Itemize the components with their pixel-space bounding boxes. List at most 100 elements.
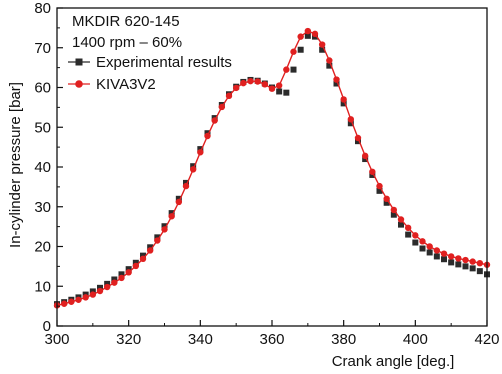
kiva-point: [204, 132, 211, 140]
kiva-point: [369, 168, 376, 175]
experimental-point: [419, 245, 426, 252]
kiva-point: [218, 103, 226, 111]
x-tick-label: 300: [44, 331, 69, 348]
kiva-point: [168, 213, 175, 220]
legend-experimental-label: Experimental results: [96, 54, 232, 71]
experimental-point: [462, 263, 469, 270]
kiva-point: [89, 291, 97, 298]
legend-kiva-marker: [75, 80, 83, 88]
x-tick-label: 360: [259, 331, 284, 348]
kiva-point: [297, 33, 304, 40]
y-tick-label: 80: [34, 0, 51, 17]
experimental-point: [297, 46, 304, 53]
kiva-point: [404, 224, 412, 232]
x-tick-label: 320: [116, 331, 141, 348]
kiva-point: [82, 294, 89, 301]
kiva-point: [455, 255, 462, 262]
experimental-point: [476, 268, 483, 275]
kiva-point: [211, 117, 218, 124]
experimental-point: [448, 259, 455, 266]
kiva-point: [354, 134, 362, 142]
kiva-point: [118, 274, 125, 282]
experimental-point: [340, 100, 347, 107]
kiva-point: [462, 256, 469, 264]
kiva-point: [232, 84, 240, 92]
y-tick-label: 70: [34, 40, 51, 57]
kiva-series: [53, 27, 491, 309]
x-axis-label: Crank angle [deg.]: [332, 353, 455, 370]
kiva-point: [68, 298, 75, 305]
kiva-point: [412, 232, 419, 239]
kiva-point: [60, 300, 68, 307]
axis-ticks: 300 320 340 360 380 400 420 0 10 20 30 40 50 60 70 80: [34, 0, 499, 348]
x-tick-label: 340: [188, 331, 213, 348]
experimental-point: [383, 199, 390, 206]
experimental-point: [412, 239, 419, 246]
kiva-point: [125, 269, 132, 276]
experimental-point: [118, 271, 125, 278]
kiva-point: [304, 27, 312, 35]
experimental-point: [390, 211, 397, 218]
y-tick-label: 50: [34, 119, 51, 136]
kiva-point: [447, 253, 455, 260]
kiva-point: [175, 198, 183, 206]
kiva-point: [397, 216, 405, 223]
kiva-point: [333, 76, 340, 83]
kiva-point: [103, 283, 111, 291]
annotation-operating-point: 1400 rpm – 60%: [72, 34, 182, 51]
kiva-point: [96, 287, 104, 295]
kiva-point: [146, 247, 154, 254]
y-tick-label: 0: [43, 318, 51, 335]
x-tick-label: 380: [331, 331, 356, 348]
experimental-point: [347, 120, 354, 127]
kiva-point: [161, 226, 168, 233]
kiva-point: [240, 79, 247, 87]
kiva-point: [390, 206, 398, 214]
x-tick-label: 400: [403, 331, 428, 348]
kiva-line: [56, 30, 488, 306]
kiva-point: [361, 152, 369, 160]
kiva-point: [283, 66, 290, 73]
experimental-point: [398, 221, 404, 228]
kiva-point: [419, 238, 426, 245]
kiva-point: [426, 243, 433, 250]
kiva-point: [347, 116, 355, 123]
y-tick-label: 30: [34, 199, 51, 216]
kiva-point: [132, 262, 140, 270]
experimental-point: [326, 62, 333, 69]
experimental-point: [405, 231, 412, 238]
kiva-point: [268, 85, 276, 92]
x-tick-label: 420: [474, 331, 499, 348]
kiva-point: [225, 92, 233, 100]
kiva-point: [476, 259, 484, 267]
experimental-point: [283, 89, 290, 96]
kiva-point: [318, 41, 326, 48]
y-tick-label: 60: [34, 80, 51, 97]
experimental-point: [433, 253, 440, 260]
experimental-point: [426, 249, 433, 256]
kiva-point: [290, 48, 297, 55]
experimental-point: [441, 256, 447, 263]
experimental-point: [455, 261, 462, 268]
y-tick-label: 20: [34, 239, 51, 256]
kiva-point: [383, 195, 390, 202]
experimental-point: [376, 187, 383, 194]
experimental-point: [469, 265, 476, 272]
legend-experimental-marker: [75, 58, 83, 66]
kiva-point: [311, 30, 319, 38]
kiva-point: [469, 258, 476, 265]
kiva-point: [254, 78, 261, 85]
legend: Experimental results KIVA3V2: [68, 54, 232, 93]
annotation-engine: MKDIR 620-145: [72, 13, 180, 30]
experimental-point: [276, 88, 283, 95]
kiva-point: [340, 96, 347, 103]
kiva-point: [440, 250, 448, 257]
kiva-point: [189, 166, 197, 173]
kiva-point: [139, 255, 147, 263]
experimental-point: [304, 32, 311, 39]
kiva-point: [111, 279, 118, 286]
kiva-point: [261, 81, 269, 88]
y-axis-label: In-cylinder pressure [bar]: [7, 82, 24, 248]
y-tick-label: 40: [34, 159, 51, 176]
